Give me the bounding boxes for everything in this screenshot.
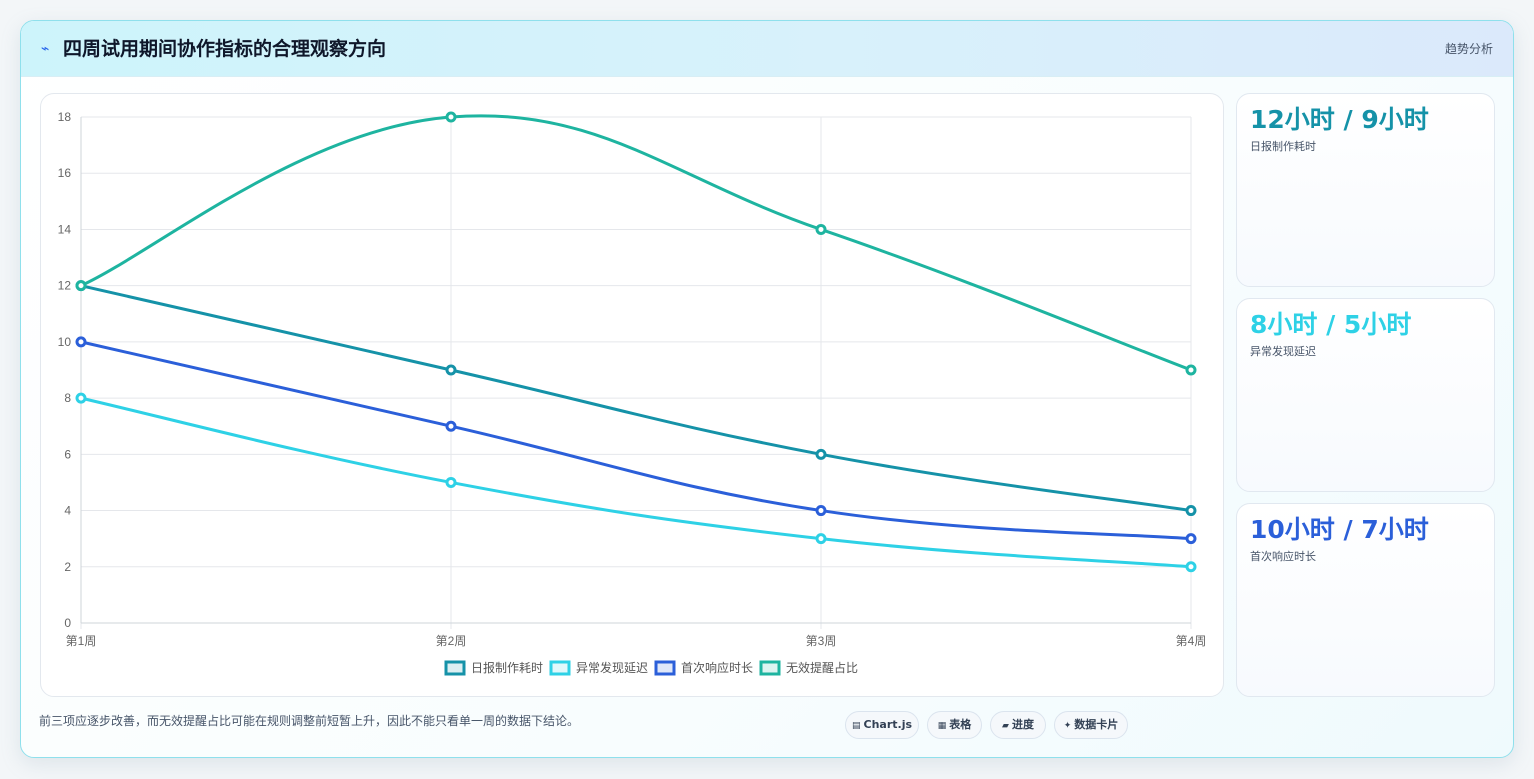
chart-panel: 0 2 4 6 8 10 12 14 16 18 第1周 第2周 第3周 第4周日报制作耗时 异常发现延迟 首… [40, 93, 1224, 697]
metric-card-anomaly-delay: 8小时 / 5小时 异常发现延迟 [1236, 298, 1495, 492]
metric-value: 10小时 / 7小时 [1250, 515, 1429, 544]
data-point [815, 223, 827, 235]
metric-label: 异常发现延迟 [1250, 345, 1316, 358]
pill-label: 进度 [1011, 718, 1034, 731]
metric-card-first-response: 10小时 / 7小时 首次响应时长 [1236, 503, 1495, 697]
chartjs-pill-button[interactable]: ▤ Chart.js [845, 711, 919, 739]
data-point [815, 505, 827, 517]
data-point [445, 364, 457, 376]
metric-value: 12小时 / 9小时 [1250, 105, 1429, 134]
footnote: 前三项应逐步改善，而无效提醒占比可能在规则调整前短暂上升，因此不能只看单一周的数… [39, 714, 580, 728]
legend-label: 无效提醒占比 [786, 660, 858, 675]
main-card: ⌁ 四周试用期间协作指标的合理观察方向 趋势分析 0 2 4 6 8 10 12 14 16 18… [20, 20, 1514, 758]
sparkle-icon: ✦ [1063, 721, 1072, 731]
x-tick-label: 第3周 [806, 634, 837, 648]
table-icon: ▦ [937, 721, 947, 731]
legend-swatch [759, 660, 781, 676]
series-line [79, 396, 1193, 569]
x-tick-label: 第4周 [1176, 634, 1207, 648]
progress-icon: ▰ [1002, 721, 1009, 731]
data-point [445, 476, 457, 488]
y-tick-label: 14 [58, 222, 72, 236]
data-point [1185, 505, 1197, 517]
metric-label: 首次响应时长 [1250, 550, 1316, 563]
y-tick-label: 2 [64, 560, 71, 574]
chart-icon: ▤ [851, 721, 861, 731]
pill-label: 数据卡片 [1074, 718, 1119, 731]
analysis-tag: 趋势分析 [1444, 42, 1493, 56]
legend-label: 异常发现延迟 [576, 660, 648, 675]
data-point [445, 111, 457, 123]
data-point [445, 420, 457, 432]
metric-card-daily-report: 12小时 / 9小时 日报制作耗时 [1236, 93, 1495, 287]
card-header: ⌁ 四周试用期间协作指标的合理观察方向 趋势分析 [21, 21, 1513, 77]
x-tick-label: 第1周 [66, 634, 97, 648]
pill-label: Chart.js [863, 718, 913, 731]
data-point [1185, 561, 1197, 573]
legend-swatch [549, 660, 571, 676]
series-line [79, 284, 1193, 513]
pill-label: 表格 [949, 718, 972, 731]
y-tick-label: 8 [64, 391, 71, 405]
x-tick-label: 第2周 [436, 634, 467, 648]
data-point [75, 280, 87, 292]
y-tick-label: 6 [64, 447, 71, 461]
data-point [1185, 533, 1197, 545]
page-title: 四周试用期间协作指标的合理观察方向 [63, 38, 387, 60]
data-point [75, 392, 87, 404]
legend-label: 首次响应时长 [681, 660, 753, 675]
metric-value: 8小时 / 5小时 [1250, 310, 1412, 339]
data-point [1185, 364, 1197, 376]
data-point [75, 336, 87, 348]
legend-label: 日报制作耗时 [471, 660, 543, 675]
y-tick-label: 0 [64, 616, 71, 630]
metric-label: 日报制作耗时 [1250, 140, 1316, 153]
data-point [815, 533, 827, 545]
series-line [79, 340, 1193, 541]
data-point [815, 448, 827, 460]
y-tick-label: 4 [64, 504, 71, 518]
progress-pill-button[interactable]: ▰ 进度 [990, 711, 1046, 739]
legend-swatch [654, 660, 676, 676]
table-pill-button[interactable]: ▦ 表格 [927, 711, 982, 739]
y-tick-label: 18 [58, 110, 72, 124]
y-tick-label: 10 [58, 335, 72, 349]
series-line [79, 114, 1193, 372]
y-tick-label: 16 [58, 166, 72, 180]
lightning-icon: ⌁ [41, 41, 50, 57]
data-card-pill-button[interactable]: ✦ 数据卡片 [1054, 711, 1128, 739]
y-tick-label: 12 [58, 279, 72, 293]
legend-swatch [444, 660, 466, 676]
